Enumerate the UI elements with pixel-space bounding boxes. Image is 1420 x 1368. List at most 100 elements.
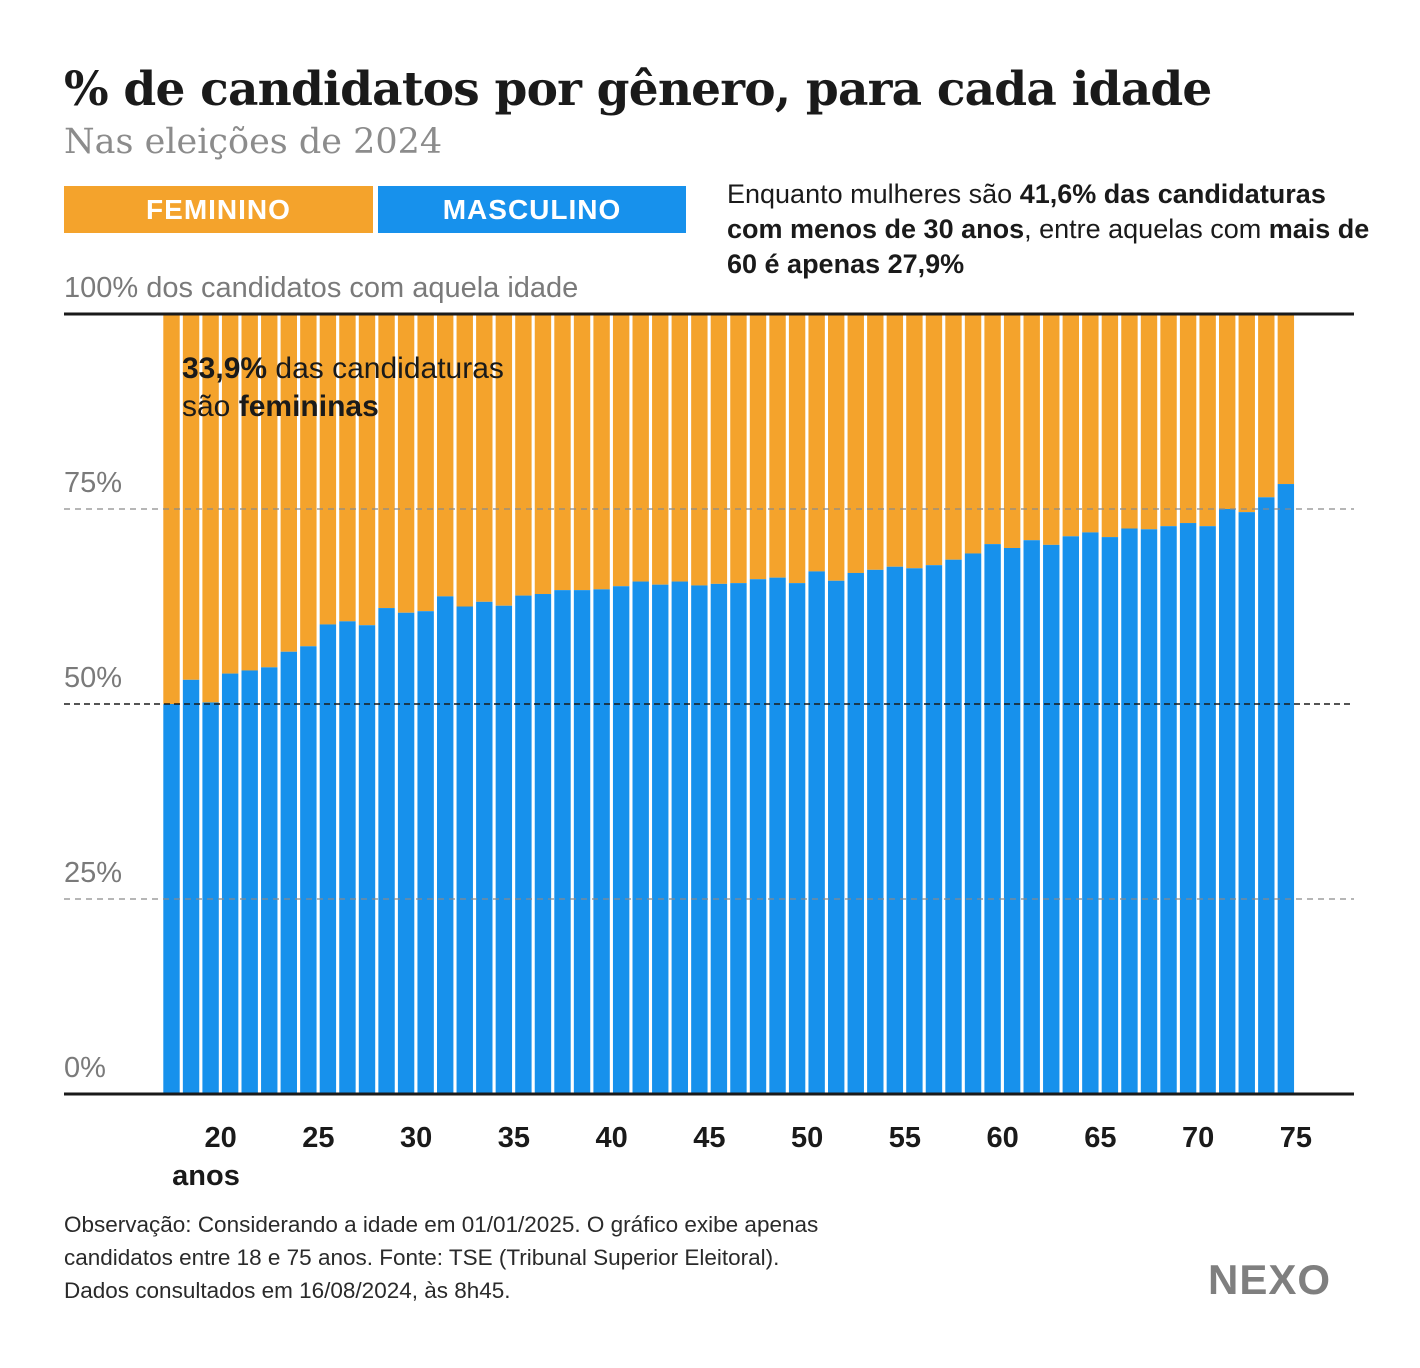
- bar-feminino-66: [1101, 314, 1119, 538]
- bar-masculino-44: [671, 581, 688, 1094]
- bar-masculino-64: [1062, 536, 1079, 1094]
- bar-feminino-39: [573, 314, 591, 591]
- bar-feminino-71: [1199, 314, 1216, 527]
- bar-masculino-48: [749, 579, 767, 1094]
- bar-feminino-22: [241, 314, 258, 671]
- bar-feminino-37: [534, 314, 552, 595]
- bar-masculino-35: [495, 605, 513, 1094]
- bar-feminino-50: [788, 314, 806, 584]
- x-tick-70: 70: [1181, 1122, 1215, 1154]
- bar-masculino-51: [808, 571, 825, 1094]
- x-tick-40: 40: [595, 1122, 628, 1154]
- bar-feminino-62: [1023, 314, 1040, 541]
- bar-masculino-21: [221, 673, 239, 1094]
- bar-feminino-63: [1043, 314, 1060, 545]
- bar-masculino-33: [456, 606, 473, 1094]
- bar-feminino-64: [1062, 314, 1079, 537]
- note-line-3: Dados consultados em 16/08/2024, às 8h45…: [64, 1278, 511, 1303]
- y-tick-50: 50%: [64, 662, 123, 694]
- top-axis-label: 100% dos candidatos com aquela idade: [64, 272, 579, 304]
- bar-feminino-18: [163, 314, 180, 704]
- bar-masculino-63: [1043, 544, 1060, 1094]
- x-tick-25: 25: [302, 1122, 335, 1154]
- bar-feminino-30: [397, 314, 415, 613]
- gridlines-group: [64, 312, 1354, 1096]
- bar-feminino-70: [1179, 314, 1197, 524]
- bar-masculino-28: [358, 625, 376, 1094]
- y-tick-75: 75%: [64, 467, 123, 499]
- inner-annotation-text-1: das candidaturas: [267, 352, 504, 385]
- x-tick-65: 65: [1084, 1122, 1117, 1154]
- bar-masculino-24: [280, 651, 297, 1094]
- legend-feminino: FEMININO: [64, 186, 373, 233]
- bar-feminino-27: [339, 314, 356, 622]
- bar-masculino-68: [1140, 529, 1158, 1094]
- bar-feminino-58: [945, 314, 962, 560]
- bar-masculino-50: [788, 583, 806, 1094]
- bar-feminino-45: [691, 314, 708, 586]
- note-line-1: Observação: Considerando a idade em 01/0…: [64, 1212, 819, 1237]
- bar-feminino-19: [182, 314, 200, 680]
- bar-masculino-46: [710, 583, 728, 1094]
- bar-feminino-61: [1003, 314, 1021, 548]
- bar-feminino-20: [202, 314, 219, 703]
- footer-note: Observação: Considerando a idade em 01/0…: [64, 1208, 1064, 1307]
- bar-masculino-42: [632, 581, 649, 1094]
- inner-annotation-bold-2: femininas: [238, 390, 379, 423]
- bar-masculino-62: [1023, 540, 1040, 1094]
- y-tick-25: 25%: [64, 857, 123, 889]
- bar-masculino-55: [886, 566, 904, 1094]
- bar-feminino-26: [319, 314, 337, 625]
- x-tick-60: 60: [986, 1122, 1019, 1154]
- inner-annotation-text-2: são: [182, 390, 239, 423]
- bar-masculino-47: [730, 583, 747, 1094]
- bar-masculino-61: [1003, 548, 1021, 1094]
- bar-feminino-56: [906, 314, 923, 569]
- bar-feminino-60: [984, 314, 1001, 545]
- bar-masculino-65: [1082, 532, 1099, 1094]
- annotation-bold-2: mais de 60 é apenas 27,9%: [727, 214, 1370, 279]
- bar-masculino-66: [1101, 537, 1119, 1094]
- bar-feminino-23: [261, 314, 278, 668]
- bar-feminino-67: [1121, 314, 1138, 529]
- bar-masculino-52: [828, 580, 845, 1094]
- bar-masculino-22: [241, 670, 258, 1094]
- bar-masculino-30: [397, 612, 415, 1094]
- bar-feminino-72: [1219, 314, 1236, 509]
- inner-annotation-bold-1: 33,9%: [182, 352, 268, 385]
- bar-feminino-46: [710, 314, 728, 584]
- bar-masculino-26: [319, 624, 337, 1094]
- bar-feminino-31: [417, 314, 434, 612]
- chart-annotation: Enquanto mulheres são 41,6% das candidat…: [727, 177, 1377, 282]
- bar-masculino-72: [1219, 509, 1236, 1094]
- chart-subtitle: Nas eleições de 2024: [64, 122, 443, 162]
- bar-masculino-67: [1121, 528, 1138, 1094]
- bars-group: [163, 314, 1295, 1094]
- nexo-logo: NEXO: [1208, 1256, 1332, 1303]
- bar-feminino-21: [221, 314, 239, 674]
- bar-feminino-40: [593, 314, 610, 590]
- bar-feminino-55: [886, 314, 904, 567]
- chart-title: % de candidatos por gênero, para cada id…: [64, 62, 1212, 117]
- bar-masculino-59: [964, 553, 982, 1094]
- bar-masculino-20: [202, 702, 219, 1094]
- legend-masculino: MASCULINO: [378, 186, 686, 233]
- annotation-bold-1: 41,6% das candidaturas com menos de 30 a…: [727, 179, 1326, 244]
- annotation-text-2: , entre aquelas com: [1024, 214, 1269, 244]
- bar-feminino-43: [652, 314, 669, 585]
- bar-masculino-18: [163, 704, 180, 1094]
- x-tick-20: 20: [204, 1122, 237, 1154]
- bar-masculino-32: [437, 596, 454, 1094]
- bar-feminino-41: [612, 314, 630, 587]
- x-tick-35: 35: [497, 1122, 530, 1154]
- bar-masculino-23: [261, 667, 278, 1094]
- annotation-text-1: Enquanto mulheres são: [727, 179, 1020, 209]
- bar-feminino-73: [1238, 314, 1255, 513]
- bar-feminino-75: [1277, 314, 1295, 485]
- bar-masculino-43: [652, 584, 669, 1094]
- bar-masculino-69: [1160, 526, 1177, 1094]
- bar-masculino-60: [984, 544, 1001, 1094]
- bar-masculino-29: [378, 608, 395, 1094]
- bar-feminino-52: [828, 314, 845, 581]
